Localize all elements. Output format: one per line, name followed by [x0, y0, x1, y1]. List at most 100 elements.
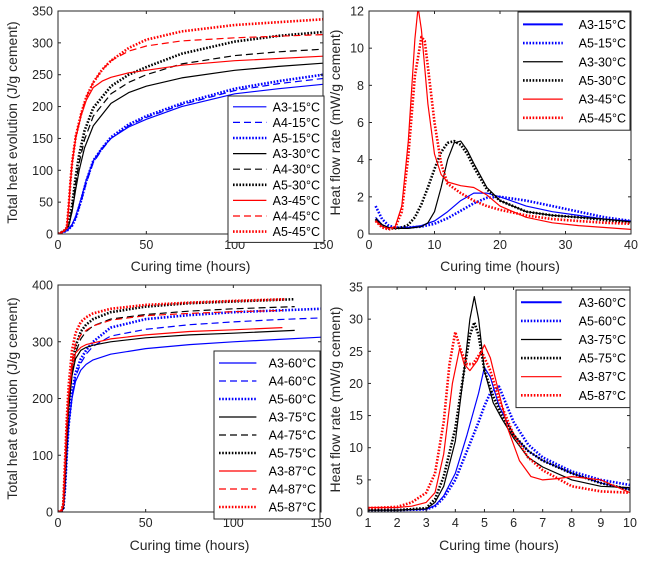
- y-tick-label: 50: [39, 196, 53, 210]
- y-tick-label: 250: [32, 68, 53, 82]
- y-tick-label: 100: [32, 449, 53, 463]
- y-tick-label: 10: [349, 441, 363, 455]
- series-line-a4-87-c: [58, 309, 283, 512]
- x-tick-label: 1: [365, 516, 372, 530]
- y-tick-label: 10: [350, 42, 364, 56]
- series-group: [58, 18, 323, 234]
- y-tick-label: 0: [357, 228, 364, 242]
- legend-label: A5-87°C: [269, 501, 316, 515]
- series-line-a5-75-c: [368, 321, 630, 512]
- legend-label: A3-15°C: [579, 18, 626, 32]
- series-line-a5-60-c: [368, 385, 630, 512]
- legend: A3-15°C A4-15°C A5-15°CA3-30°C A4-30°CA5-30…: [227, 95, 325, 243]
- x-tick-label: 50: [139, 238, 153, 252]
- y-tick-label: 2: [357, 190, 364, 204]
- legend: A3-15°C A5-15°C A3-30°C A5-30°C A3-45°C A5-45…: [517, 11, 631, 131]
- x-tick-label: 9: [597, 516, 604, 530]
- x-tick-label: 0: [55, 238, 62, 252]
- y-tick-label: 350: [32, 5, 53, 19]
- series-line-a5-87-c: [368, 330, 630, 510]
- x-axis-label: Curing time (hours): [440, 258, 560, 274]
- legend-label: A5-45°C: [579, 111, 626, 125]
- x-tick-label: 7: [539, 516, 546, 530]
- y-tick-label: 200: [32, 100, 53, 114]
- legend: A3-60°C A5-60°C A3-75°C A5-75°C A3-87°C A5-87…: [515, 289, 631, 409]
- series-line-a3-30-c: [58, 62, 323, 234]
- series-group: [58, 297, 321, 512]
- legend-label: A3-30°C: [273, 147, 320, 161]
- x-tick-label: 0: [55, 516, 62, 530]
- y-axis-label: Total heat evolution (J/g cement): [4, 21, 20, 223]
- legend-label: A3-75°C: [579, 333, 626, 347]
- y-tick-label: 400: [32, 279, 53, 293]
- x-tick-label: 4: [452, 516, 459, 530]
- y-tick-label: 150: [32, 132, 53, 146]
- legend-label: A5-30°C: [273, 178, 320, 192]
- legend-label: A3-45°C: [579, 93, 626, 107]
- y-tick-label: 35: [349, 281, 363, 295]
- x-tick-label: 6: [510, 516, 517, 530]
- x-tick-label: 2: [394, 516, 401, 530]
- legend-label: A5-75°C: [579, 352, 626, 366]
- x-axis-label: Curing time (hours): [439, 537, 559, 553]
- y-tick-label: 30: [349, 313, 363, 327]
- legend-label: A4-30°C: [273, 163, 320, 177]
- series-line-a4-45-c: [58, 34, 323, 234]
- x-tick-label: 0: [366, 238, 373, 252]
- x-axis-label: Curing time (hours): [130, 537, 250, 553]
- y-axis-label: Heat flow rate (mW/g cement): [327, 30, 343, 216]
- legend: A3-60°C A4-60°C A5-60°C A3-75°C A4-75°C A5-75…: [213, 350, 321, 520]
- legend-box: [517, 11, 631, 131]
- series-group: [374, 11, 631, 231]
- x-tick-label: 5: [481, 516, 488, 530]
- series-line-a4-60-c: [58, 317, 321, 512]
- x-tick-label: 20: [493, 238, 507, 252]
- y-axis-label: Heat flow rate (mW/g cement): [327, 307, 343, 493]
- legend-label: A4-75°C: [269, 429, 316, 443]
- x-tick-label: 8: [568, 516, 575, 530]
- legend-label: A4-45°C: [273, 210, 320, 224]
- legend-label: A4-15°C: [273, 116, 320, 130]
- y-tick-label: 15: [349, 409, 363, 423]
- series-line-a3-30-c: [375, 140, 631, 229]
- y-axis-label: Total heat evolution (J/g cement): [4, 297, 20, 499]
- x-tick-label: 10: [623, 516, 637, 530]
- y-tick-label: 100: [32, 164, 53, 178]
- x-axis-label: Curing time (hours): [131, 258, 251, 274]
- series-line-a5-15-c: [58, 73, 323, 234]
- series-line-a5-45-c: [58, 18, 323, 234]
- x-tick-label: 3: [423, 516, 430, 530]
- series-line-a3-75-c: [368, 296, 630, 511]
- legend-label: A3-60°C: [269, 357, 316, 371]
- legend-box: [515, 289, 631, 409]
- y-tick-label: 20: [349, 377, 363, 391]
- legend-label: A5-60°C: [269, 393, 316, 407]
- legend-label: A5-75°C: [269, 447, 316, 461]
- y-tick-label: 6: [357, 116, 364, 130]
- y-tick-label: 0: [46, 228, 53, 242]
- x-tick-label: 50: [139, 516, 153, 530]
- series-line-a5-30-c: [374, 139, 631, 230]
- series-line-a5-30-c: [58, 30, 323, 234]
- y-tick-label: 300: [32, 36, 53, 50]
- panel-top-right: 0 10 20 30 40 0 2 4 6 8 10 12 Curing time (hours) Hea…: [327, 5, 638, 275]
- series-line-a5-87-c: [58, 297, 286, 512]
- legend-label: A3-60°C: [579, 296, 626, 310]
- panel-bottom-right: 1 2 3 4 5 6 7 8 9 10 0 5 10 15 20 25 30 35 Curing time (ho…: [327, 281, 637, 554]
- legend-label: A3-87°C: [269, 465, 316, 479]
- series-line-a5-45-c: [374, 35, 631, 231]
- legend-label: A3-75°C: [269, 411, 316, 425]
- legend-label: A5-15°C: [273, 132, 320, 146]
- legend-label: A3-30°C: [579, 55, 626, 69]
- y-tick-label: 300: [32, 335, 53, 349]
- series-line-a4-30-c: [58, 48, 323, 234]
- series-group: [368, 296, 630, 512]
- series-line-a5-15-c: [374, 195, 631, 229]
- legend-label: A5-30°C: [579, 74, 626, 88]
- y-tick-label: 25: [349, 345, 363, 359]
- y-tick-label: 0: [356, 506, 363, 520]
- legend-label: A5-15°C: [579, 37, 626, 51]
